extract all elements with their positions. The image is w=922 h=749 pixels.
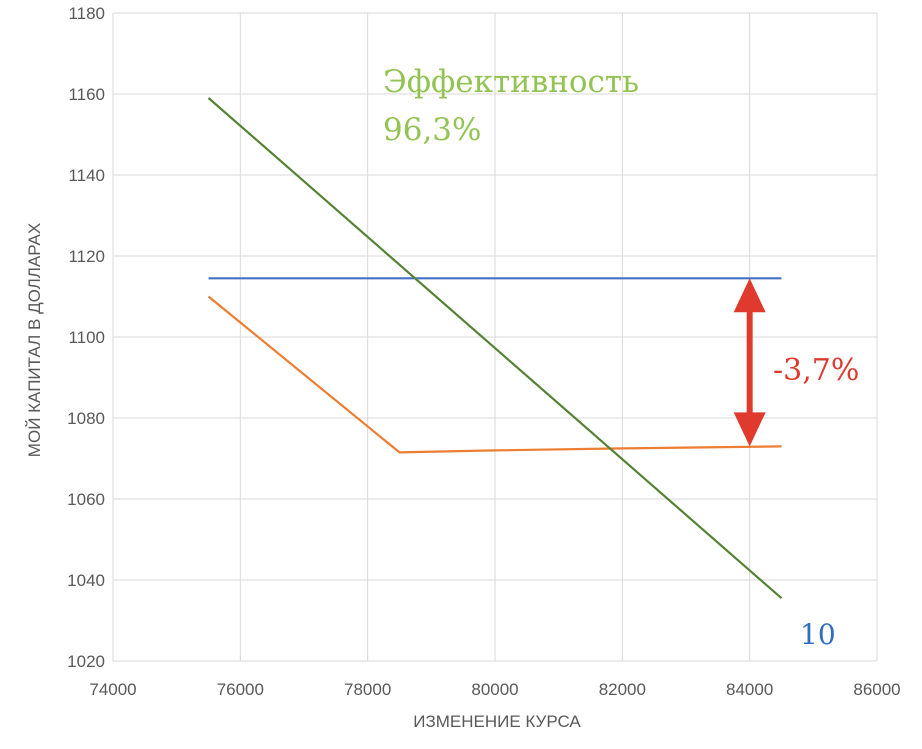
x-tick-label: 78000 [344,680,391,699]
y-tick-label: 1060 [67,490,105,509]
y-tick-label: 1160 [68,85,105,104]
y-tick-label: 1080 [67,409,105,428]
series-lines [207,97,783,600]
x-axis-label: ИЗМЕНЕНИЕ КУРСА [413,712,581,731]
efficiency-annotation: Эффективность [383,64,639,100]
arrow-head-down [733,412,766,447]
y-tick-label: 1040 [67,571,105,590]
y-tick-label: 1100 [68,328,105,347]
x-tick-label: 74000 [89,680,136,699]
y-axis-label: МОЙ КАПИТАЛ В ДОЛЛАРАХ [25,223,44,457]
x-tick-label: 82000 [599,680,646,699]
series-line-3 [207,97,783,600]
series-line-2 [207,295,782,454]
grid [112,12,878,662]
y-tick-label: 1180 [68,4,105,23]
x-tick-label: 86000 [853,680,900,699]
y-tick-label: 1020 [67,652,105,671]
x-tick-label: 76000 [217,680,264,699]
x-tick-label: 80000 [471,680,518,699]
y-tick-label: 1140 [68,166,105,185]
arrow-head-up [733,278,766,313]
x-tick-label: 84000 [726,680,773,699]
efficiency-value-annotation: 96,3% [383,112,481,148]
y-axis-ticks: 1020 1040 1060 1080 1100 1120 1140 1160 1180 [67,4,105,671]
difference-annotation: -3,7% [773,353,859,388]
difference-arrow [733,278,766,447]
series-number-annotation: 10 [800,618,836,651]
x-axis-ticks: 74000 76000 78000 80000 82000 84000 86000 [89,680,900,699]
y-tick-label: 1120 [68,247,105,266]
